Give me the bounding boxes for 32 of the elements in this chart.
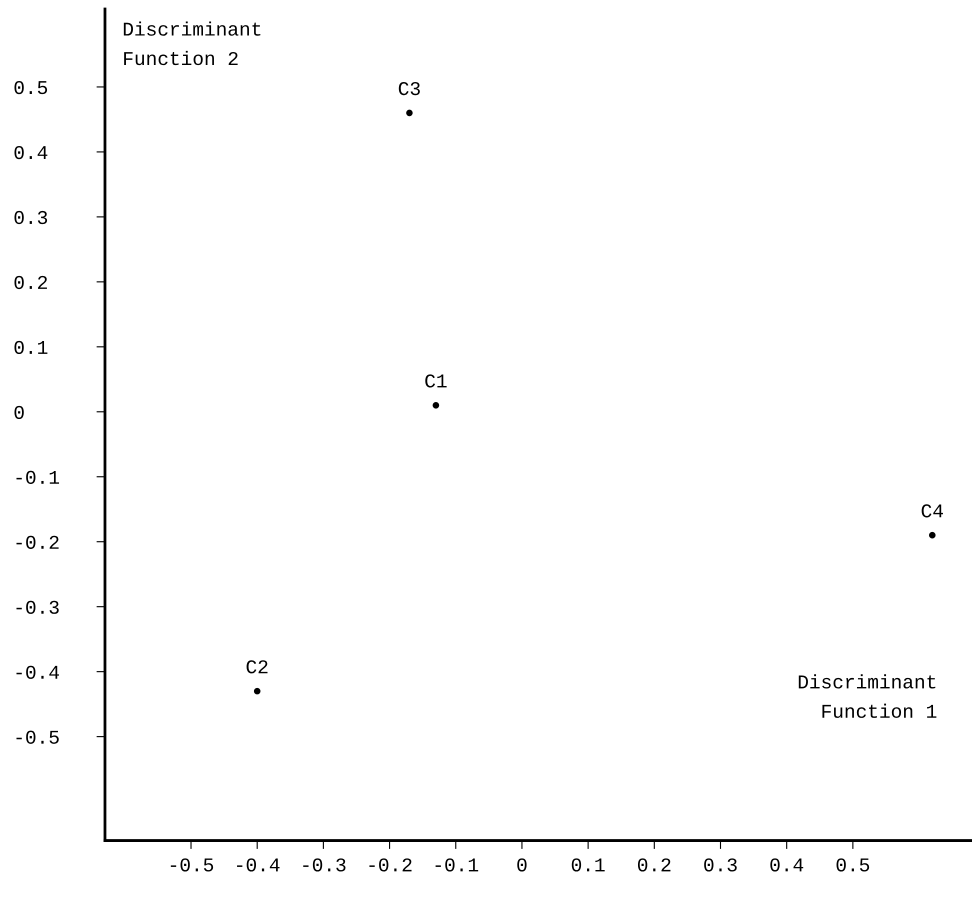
- x-tick-label: 0.2: [638, 858, 670, 872]
- x-tick-label: 0.1: [572, 858, 605, 872]
- y-tick-label: -0.5: [16, 730, 59, 744]
- y-tick-label: 0.2: [14, 276, 47, 290]
- x-tick-label: 0.5: [836, 858, 870, 872]
- annotation: C1: [425, 374, 447, 388]
- x-tick-label: 0.3: [704, 858, 737, 872]
- y-tick-label: 0.1: [14, 340, 48, 354]
- annotation: C3: [398, 82, 420, 96]
- x-tick-label: 0: [517, 858, 527, 872]
- y-tick-label: -0.2: [16, 536, 59, 549]
- point: [432, 402, 440, 409]
- x-tick-label: -0.4: [237, 858, 280, 872]
- x-tick-label: -0.3: [303, 858, 346, 872]
- x-tick-label: -0.2: [369, 858, 412, 872]
- annotation: C4: [922, 504, 943, 518]
- y-tick-label: -0.3: [16, 600, 59, 614]
- point: [928, 532, 936, 539]
- y-tick-label: -0.1: [16, 470, 60, 484]
- x-tick-label: -0.1: [436, 858, 478, 872]
- x-tick-label: -0.5: [170, 858, 214, 872]
- x-axis-title: Discriminant Function 1: [798, 674, 936, 718]
- point: [406, 110, 413, 116]
- y-tick-label: 0.5: [14, 80, 48, 94]
- y-tick-label: 0: [14, 406, 24, 420]
- annotation: C2: [246, 660, 268, 674]
- point: [254, 688, 260, 694]
- y-axis-title: Discriminant Function 2: [124, 21, 260, 66]
- y-tick-label: 0.4: [14, 146, 48, 160]
- y-tick-label: 0.3: [14, 210, 48, 224]
- y-tick-label: -0.4: [16, 666, 59, 679]
- x-tick-label: 0.4: [770, 858, 804, 872]
